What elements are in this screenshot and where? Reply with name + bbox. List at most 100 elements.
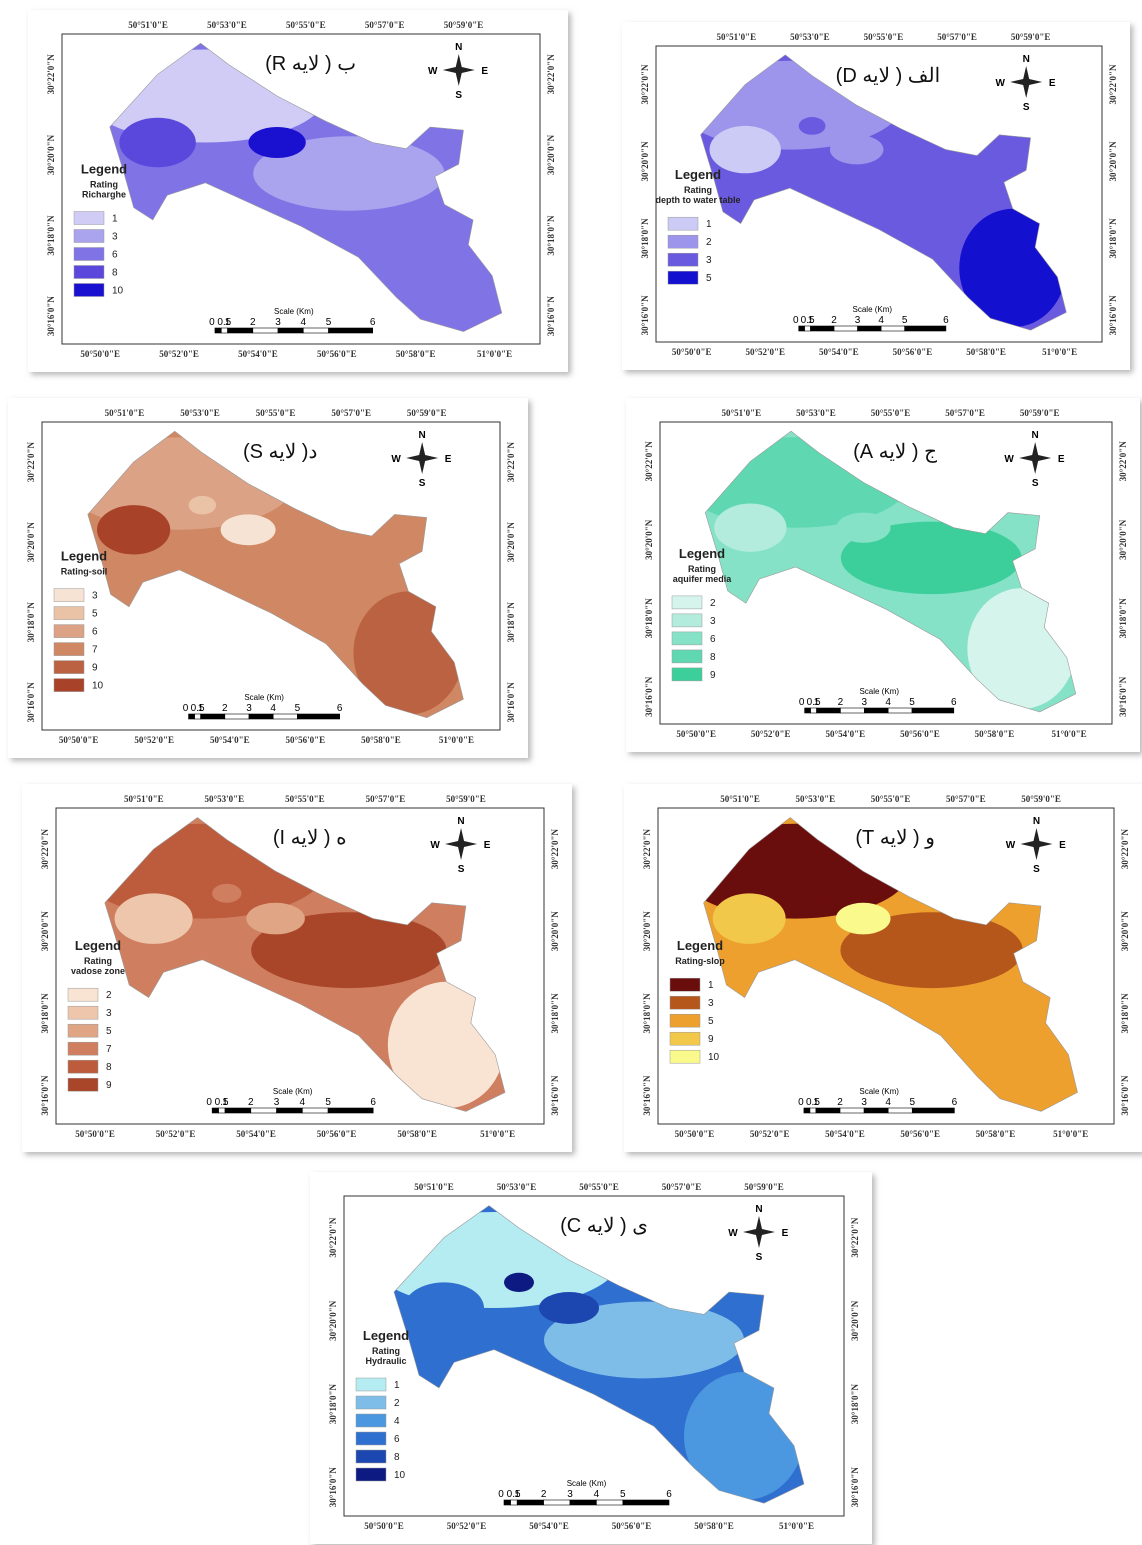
scale-label: 3 <box>274 1097 280 1108</box>
legend-label: 2 <box>706 237 712 248</box>
legend-label: 1 <box>708 980 714 991</box>
scale-label: 6 <box>943 315 949 326</box>
rating-zone <box>544 1301 744 1379</box>
latitude-label: 30°22'0"N <box>1120 829 1130 870</box>
compass-north: N <box>755 1204 762 1215</box>
latitude-label: 30°22'0"N <box>1118 441 1128 482</box>
legend-subtitle: Rating <box>684 185 712 195</box>
legend-swatch <box>53 660 85 674</box>
legend-label: 10 <box>92 681 104 692</box>
legend-swatch <box>67 1005 99 1020</box>
compass-east: E <box>445 454 452 465</box>
latitude-label: 30°22'0"N <box>328 1217 338 1258</box>
longitude-label: 50°52'0"E <box>750 1129 790 1139</box>
latitude-label: 30°16'0"N <box>1120 1075 1130 1116</box>
legend-swatch <box>67 1023 99 1038</box>
map-frame <box>655 45 1103 343</box>
scale-segment <box>804 707 811 714</box>
map-panel: 50°51'0"E 50°53'0"E 50°55'0"E 50°57'0"E 50°5… <box>624 784 1142 1152</box>
compass-west: W <box>1004 454 1014 465</box>
scale-segment <box>194 713 201 720</box>
legend-label: 9 <box>106 1080 112 1091</box>
scale-segment <box>227 327 254 334</box>
longitude-label: 50°57'0"E <box>365 20 405 30</box>
scale-segment <box>214 327 222 334</box>
map-outline <box>700 54 1067 331</box>
legend-subtitle: vadose zone <box>71 966 125 976</box>
latitude-label: 30°22'0"N <box>46 54 56 95</box>
legend-label: 2 <box>394 1398 400 1409</box>
scale-label: 3 <box>862 697 868 708</box>
latitude-label: 30°16'0"N <box>850 1467 860 1508</box>
rating-zone <box>840 521 1022 595</box>
longitude-label: 50°56'0"E <box>893 347 933 357</box>
legend-swatch <box>667 270 699 285</box>
latitude-label: 30°22'0"N <box>26 441 36 482</box>
longitude-label: 50°52'0"E <box>751 729 791 739</box>
map-title: ج ( لایه A) <box>853 441 937 463</box>
longitude-label: 50°50'0"E <box>672 347 712 357</box>
legend-swatch <box>67 987 99 1002</box>
latitude-label: 30°22'0"N <box>40 829 50 870</box>
legend-swatch <box>355 1377 387 1392</box>
compass-rose <box>1019 442 1052 474</box>
scale-segment <box>218 1107 226 1114</box>
compass-east: E <box>1058 454 1065 465</box>
map-panel: 50°51'0"E 50°53'0"E 50°55'0"E 50°57'0"E 50°5… <box>622 22 1130 370</box>
rating-zone <box>212 883 242 903</box>
legend-label: 10 <box>708 1052 720 1063</box>
latitude-label: 30°16'0"N <box>640 295 650 336</box>
rating-zone <box>114 893 193 944</box>
rating-zone <box>836 512 891 543</box>
legend-swatch <box>73 211 105 225</box>
scale-label: 5 <box>909 697 915 708</box>
longitude-label: 50°51'0"E <box>414 1182 454 1192</box>
scale-segment <box>887 1107 913 1114</box>
scale-label: 6 <box>370 317 376 328</box>
rating-zone <box>804 494 832 513</box>
latitude-label: 30°22'0"N <box>850 1217 860 1258</box>
compass-south: S <box>756 1252 763 1263</box>
scale-label: 1 <box>222 1097 228 1108</box>
scale-title: Scale (Km) <box>853 305 893 314</box>
scale-segment <box>276 1107 303 1114</box>
legend-label: 1 <box>706 219 712 230</box>
compass-east: E <box>1059 840 1066 851</box>
legend-label: 10 <box>112 286 124 297</box>
latitude-label: 30°20'0"N <box>46 134 56 175</box>
rating-zone <box>803 883 832 903</box>
scale-label: 1 <box>514 1489 520 1500</box>
map-frame <box>61 33 541 345</box>
legend-title: Legend <box>679 546 725 561</box>
latitude-label: 30°22'0"N <box>642 829 652 870</box>
scale-segment <box>569 1499 597 1506</box>
latitude-label: 30°22'0"N <box>644 441 654 482</box>
legend-label: 3 <box>106 1008 112 1019</box>
latitude-label: 30°18'0"N <box>1120 993 1130 1034</box>
compass-east: E <box>1049 78 1056 89</box>
scale-label: 0.5 <box>807 697 821 708</box>
legend-swatch <box>669 977 701 992</box>
scale-title: Scale (Km) <box>859 1087 899 1096</box>
latitude-label: 30°20'0"N <box>1108 141 1118 182</box>
latitude-label: 30°18'0"N <box>1118 598 1128 639</box>
map-panel: 50°51'0"E 50°53'0"E 50°55'0"E 50°57'0"E 50°5… <box>8 398 528 758</box>
latitude-label: 30°20'0"N <box>26 522 36 563</box>
rating-zone <box>188 495 217 515</box>
latitude-label: 30°18'0"N <box>640 218 650 259</box>
longitude-label: 50°59'0"E <box>444 20 484 30</box>
scale-segment <box>503 1499 511 1506</box>
scale-label: 0 <box>793 315 799 326</box>
legend-label: 6 <box>710 634 716 645</box>
compass-south: S <box>455 90 462 101</box>
legend-title: Legend <box>75 938 121 953</box>
longitude-label: 50°51'0"E <box>128 20 168 30</box>
longitude-label: 50°57'0"E <box>662 1182 702 1192</box>
scale-label: 2 <box>837 1097 843 1108</box>
legend-swatch <box>67 1041 99 1056</box>
latitude-label: 30°20'0"N <box>644 519 654 560</box>
scale-label: 5 <box>620 1489 626 1500</box>
scale-segment <box>277 327 304 334</box>
rating-zone <box>248 127 306 158</box>
rating-zone <box>214 108 244 127</box>
